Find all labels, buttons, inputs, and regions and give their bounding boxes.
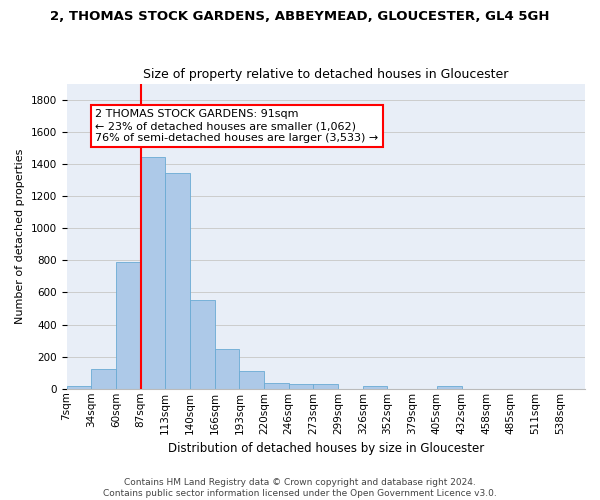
Bar [264,383,289,389]
Text: 2, THOMAS STOCK GARDENS, ABBEYMEAD, GLOUCESTER, GL4 5GH: 2, THOMAS STOCK GARDENS, ABBEYMEAD, GLOU… [50,10,550,23]
Bar [190,300,215,389]
Bar [91,368,116,389]
Bar [363,386,388,389]
Bar [289,384,313,389]
Bar [165,172,190,389]
Bar [116,262,140,389]
Bar [215,348,239,389]
Bar [239,371,264,389]
Text: 2 THOMAS STOCK GARDENS: 91sqm
← 23% of detached houses are smaller (1,062)
76% o: 2 THOMAS STOCK GARDENS: 91sqm ← 23% of d… [95,110,378,142]
X-axis label: Distribution of detached houses by size in Gloucester: Distribution of detached houses by size … [167,442,484,455]
Bar [140,156,165,389]
Bar [437,386,461,389]
Bar [67,386,91,389]
Y-axis label: Number of detached properties: Number of detached properties [15,148,25,324]
Text: Contains HM Land Registry data © Crown copyright and database right 2024.
Contai: Contains HM Land Registry data © Crown c… [103,478,497,498]
Title: Size of property relative to detached houses in Gloucester: Size of property relative to detached ho… [143,68,508,81]
Bar [313,384,338,389]
